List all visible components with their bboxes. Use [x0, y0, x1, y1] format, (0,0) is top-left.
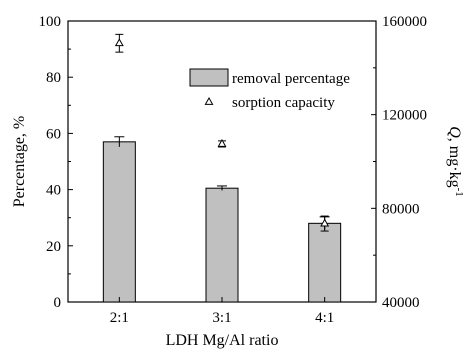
x-axis: 2:1 3:1 4:1 [110, 297, 334, 326]
markers-layer [114, 33, 330, 232]
right-axis-title-symbol: Q [446, 126, 463, 138]
right-tick-label: 80000 [382, 201, 420, 217]
x-tick-label: 3:1 [212, 310, 231, 326]
marker-sorption-capacity [320, 218, 330, 227]
left-tick-label: 100 [39, 14, 62, 30]
legend-marker-sorption-capacity [204, 96, 214, 105]
bar-removal-percentage [205, 187, 239, 303]
bars-layer [102, 136, 342, 303]
right-axis: 40000 80000 120000 160000 [371, 14, 427, 311]
x-axis-title: LDH Mg/Al ratio [166, 332, 279, 349]
x-tick-label: 2:1 [110, 310, 129, 326]
right-axis-title: Q, mg·kg-1 [446, 126, 465, 197]
left-tick-label: 20 [46, 239, 61, 255]
right-tick-label: 160000 [382, 14, 427, 30]
right-tick-label: 120000 [382, 108, 427, 124]
marker-sorption-capacity [114, 38, 124, 47]
legend-swatch-removal-percentage [189, 68, 229, 87]
left-axis: 0 20 40 60 80 100 [39, 14, 73, 311]
right-axis-title-unit: , mg·kg [446, 138, 463, 188]
legend-label-removal-percentage: removal percentage [232, 71, 350, 87]
right-tick-label: 40000 [382, 295, 420, 311]
legend: removal percentage sorption capacity [189, 68, 350, 111]
bar-removal-percentage [102, 141, 136, 303]
legend-label-sorption-capacity: sorption capacity [232, 95, 335, 111]
left-tick-label: 80 [46, 70, 61, 86]
bar-removal-percentage [308, 222, 342, 303]
left-tick-label: 40 [46, 183, 61, 199]
left-tick-label: 0 [54, 295, 62, 311]
marker-sorption-capacity [217, 138, 227, 147]
right-axis-title-exponent: -1 [453, 188, 465, 197]
x-tick-label: 4:1 [315, 310, 334, 326]
left-tick-label: 60 [46, 126, 61, 142]
left-axis-title: Percentage, % [11, 116, 28, 208]
